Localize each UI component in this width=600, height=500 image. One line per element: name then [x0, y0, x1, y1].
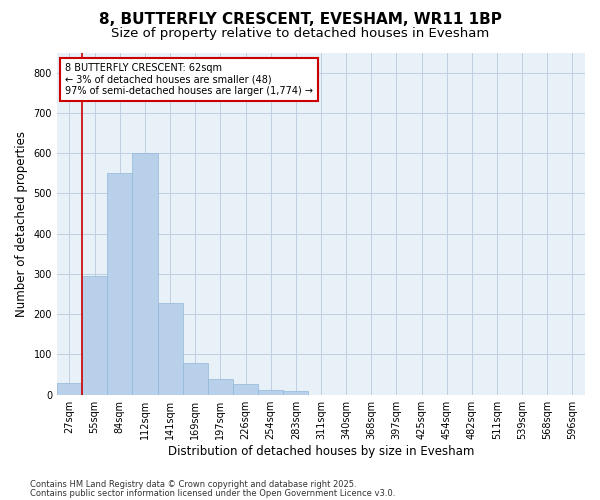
- Bar: [258, 390, 283, 394]
- Text: 8, BUTTERFLY CRESCENT, EVESHAM, WR11 1BP: 8, BUTTERFLY CRESCENT, EVESHAM, WR11 1BP: [98, 12, 502, 28]
- Bar: [283, 392, 308, 394]
- X-axis label: Distribution of detached houses by size in Evesham: Distribution of detached houses by size …: [168, 444, 474, 458]
- Bar: [133, 153, 158, 394]
- Bar: [182, 362, 208, 394]
- Bar: [57, 384, 82, 394]
- Text: Contains public sector information licensed under the Open Government Licence v3: Contains public sector information licen…: [30, 488, 395, 498]
- Bar: [107, 174, 133, 394]
- Bar: [208, 380, 233, 394]
- Bar: [82, 276, 107, 394]
- Bar: [158, 303, 182, 394]
- Text: 8 BUTTERFLY CRESCENT: 62sqm
← 3% of detached houses are smaller (48)
97% of semi: 8 BUTTERFLY CRESCENT: 62sqm ← 3% of deta…: [65, 63, 313, 96]
- Text: Size of property relative to detached houses in Evesham: Size of property relative to detached ho…: [111, 28, 489, 40]
- Text: Contains HM Land Registry data © Crown copyright and database right 2025.: Contains HM Land Registry data © Crown c…: [30, 480, 356, 489]
- Bar: [233, 384, 258, 394]
- Y-axis label: Number of detached properties: Number of detached properties: [15, 130, 28, 316]
